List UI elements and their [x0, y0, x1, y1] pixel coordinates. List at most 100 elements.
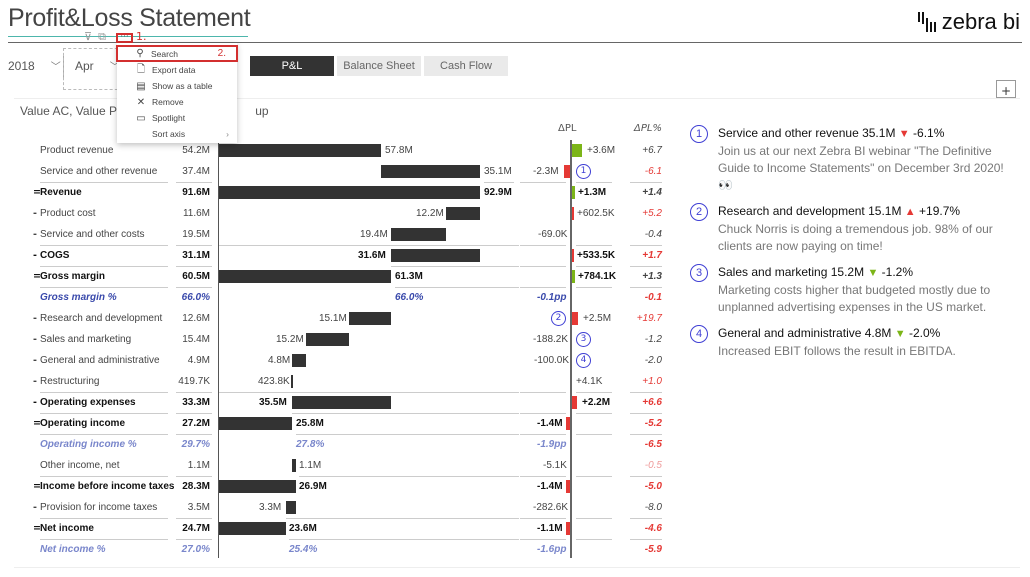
menu-item-show-as-table[interactable]: ▤ Show as a table [136, 80, 213, 92]
year-slicer[interactable]: 2018 ﹀ [8, 58, 61, 74]
comment-marker-3[interactable]: 3 [576, 332, 591, 347]
table-row: Operating income % 29.7% 27.8% -1.9pp -6… [40, 439, 662, 450]
more-options-button[interactable]: ··· [116, 33, 133, 43]
comment-number-3: 3 [690, 264, 708, 282]
comment-marker-4[interactable]: 4 [576, 353, 591, 368]
focus-mode-icon[interactable]: ⧉ [98, 30, 106, 43]
filter-icon[interactable]: ⊽ [84, 30, 93, 43]
comments-panel: 1 Service and other revenue 35.1M ▼ -6.1… [690, 124, 1010, 368]
spotlight-icon: ▭ [136, 112, 146, 124]
visual-header-icons: ⊽ ⧉ [84, 30, 106, 44]
bar [391, 249, 480, 262]
logo-text: zebra bi [941, 9, 1020, 34]
bar [306, 333, 349, 346]
table-row: - Provision for income taxes 3.5M 3.3M -… [33, 501, 662, 514]
comment-number-2: 2 [690, 203, 708, 221]
bar [292, 459, 296, 472]
visual-title: Value AC, Value PL b up [20, 104, 269, 118]
month-slicer-value: Apr [75, 58, 94, 73]
header-divider [8, 42, 1022, 43]
bar [219, 270, 391, 283]
chevron-down-icon: ﹀ [109, 62, 120, 73]
variance-bar [566, 480, 570, 493]
menu-item-sort-axis[interactable]: Sort axis › [152, 129, 229, 139]
variance-bar [572, 396, 577, 409]
comment-number-4: 4 [690, 325, 708, 343]
table-row: Product revenue 54.2M 57.8M +3.6M +6.7 [40, 144, 662, 157]
tab-cash-flow[interactable]: Cash Flow [424, 56, 508, 76]
table-icon: ▤ [136, 80, 146, 92]
table-row: - Product cost 11.6M 12.2M +602.5K +5.2 [33, 207, 662, 220]
bar [381, 165, 480, 178]
comment-marker-1[interactable]: 1 [576, 164, 591, 179]
tab-balance-sheet[interactable]: Balance Sheet [337, 56, 421, 76]
expand-button[interactable]: + [996, 80, 1016, 98]
menu-item-remove[interactable]: ✕ Remove [136, 96, 184, 108]
variance-bar [572, 249, 574, 262]
variance-bar [566, 522, 570, 535]
bar [291, 375, 293, 388]
bar [219, 522, 286, 535]
table-row: - Research and development 12.6M 15.1M 2… [33, 311, 662, 326]
triangle-down-icon: ▼ [867, 267, 879, 279]
annotation-step-1: 1. [136, 30, 147, 43]
triangle-up-icon: ▲ [904, 206, 916, 218]
menu-item-search[interactable]: ⚲ Search 2. [116, 45, 238, 62]
variance-bar [566, 417, 570, 430]
comment-4: 4 General and administrative 4.8M ▼ -2.0… [690, 324, 1010, 360]
column-header-dpl-percent: ΔPL% [634, 123, 662, 134]
export-icon: 🗋 [136, 63, 146, 75]
zebra-logo-icon [917, 12, 936, 32]
comment-2: 2 Research and development 15.1M ▲ +19.7… [690, 202, 1010, 255]
bar [219, 417, 292, 430]
table-row: Gross margin % 66.0% 66.0% -0.1pp -0.1 [40, 292, 662, 303]
bar [446, 207, 480, 220]
table-row: - Sales and marketing 15.4M 15.2M -188.2… [33, 332, 662, 347]
context-menu: ⚲ Search 2. 🗋 Export data ▤ Show as a ta… [116, 43, 238, 143]
menu-item-spotlight[interactable]: ▭ Spotlight [136, 112, 186, 124]
table-row: - Operating expenses 33.3M 35.5M +2.2M +… [33, 396, 662, 409]
column-header-dpl: ΔPL [558, 123, 577, 134]
pl-visual [14, 98, 1020, 568]
triangle-down-icon: ▼ [894, 328, 906, 340]
table-row: = Gross margin 60.5M 61.3M +784.1K +1.3 [33, 270, 662, 283]
month-slicer[interactable]: Apr ﹀ [75, 58, 120, 74]
bar [391, 228, 446, 241]
table-row: Other income, net 1.1M 1.1M -5.1K -0.5 [40, 459, 662, 472]
menu-item-export-data[interactable]: 🗋 Export data [117, 62, 237, 78]
chevron-right-icon: › [226, 129, 229, 139]
bar [219, 480, 296, 493]
table-row: = Operating income 27.2M 25.8M -1.4M -5.… [33, 417, 662, 430]
variance-bar [572, 186, 575, 199]
table-row: - COGS 31.1M 31.6M +533.5K +1.7 [33, 249, 662, 262]
bar [292, 354, 306, 367]
comment-3: 3 Sales and marketing 15.2M ▼ -1.2% Mark… [690, 263, 1010, 316]
table-row: = Income before income taxes 28.3M 26.9M… [33, 480, 662, 493]
page-title: Profit&Loss Statement [8, 4, 251, 32]
variance-bar [572, 144, 582, 157]
variance-bar [572, 312, 578, 325]
year-slicer-value: 2018 [8, 58, 35, 73]
bar [292, 396, 391, 409]
bar [349, 312, 391, 325]
close-icon: ✕ [136, 96, 146, 108]
table-row: = Revenue 91.6M 92.9M +1.3M +1.4 [33, 186, 662, 199]
triangle-down-icon: ▼ [898, 128, 910, 140]
variance-axis [570, 140, 572, 558]
report-tabs: P&L Balance Sheet Cash Flow [250, 56, 508, 76]
tab-pl[interactable]: P&L [250, 56, 334, 76]
bar [219, 186, 480, 199]
comment-marker-2[interactable]: 2 [551, 311, 566, 326]
search-icon: ⚲ [136, 48, 144, 59]
title-underline [8, 36, 248, 37]
zebra-bi-logo: zebra bi [917, 9, 1020, 35]
variance-bar [572, 270, 575, 283]
table-row: - Service and other costs 19.5M 19.4M -6… [33, 228, 662, 241]
table-row: = Net income 24.7M 23.6M -1.1M -4.6 [33, 522, 662, 535]
table-row: - General and administrative 4.9M 4.8M -… [33, 353, 662, 368]
table-row: - Restructuring 419.7K 423.8K +4.1K +1.0 [33, 375, 662, 388]
bar [219, 144, 381, 157]
variance-bar [572, 207, 574, 220]
bar [286, 501, 296, 514]
chart-axis [218, 140, 219, 558]
